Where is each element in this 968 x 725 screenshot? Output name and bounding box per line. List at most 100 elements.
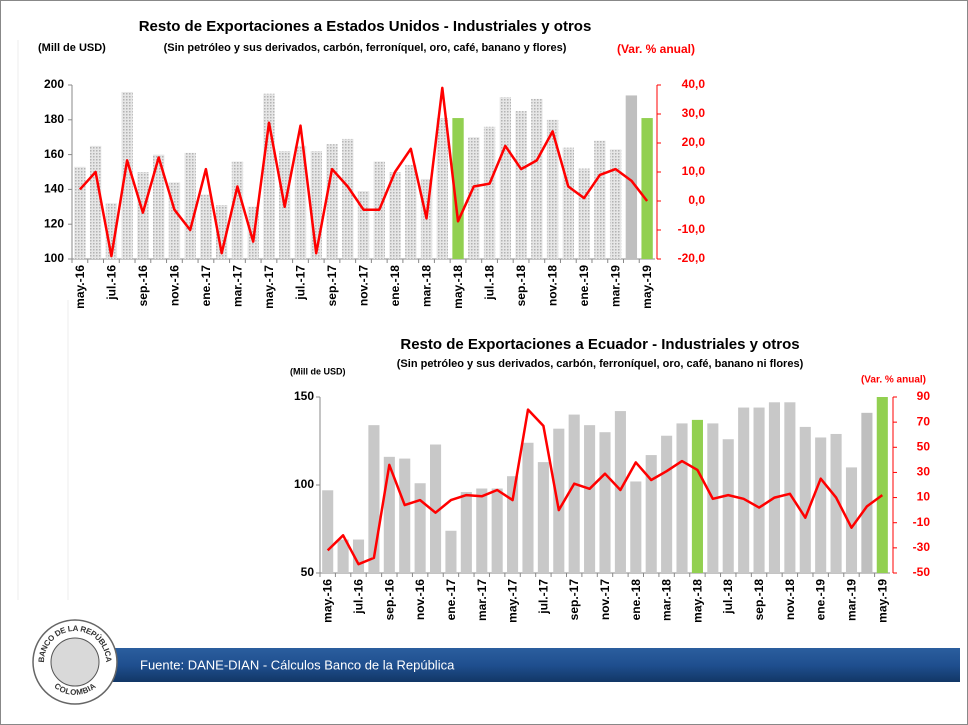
y2-tick-label: -50 xyxy=(913,565,931,579)
x-tick-label: sep.-16 xyxy=(136,265,150,307)
y-tick-label: 120 xyxy=(44,216,64,230)
x-tick-label: nov.-18 xyxy=(783,579,797,620)
bar xyxy=(722,439,734,573)
bar xyxy=(661,435,673,573)
bar xyxy=(137,172,149,259)
bar xyxy=(768,402,781,573)
x-tick-label: ene.-17 xyxy=(199,265,213,307)
y2-tick-label: 0,0 xyxy=(688,193,705,207)
bar xyxy=(89,145,102,259)
bar xyxy=(368,425,380,573)
bar xyxy=(342,138,354,259)
footer-text: Fuente: DANE-DIAN - Cálculos Banco de la… xyxy=(140,657,455,672)
y2-tick-label: -10,0 xyxy=(678,222,706,236)
bar xyxy=(594,140,606,259)
bar xyxy=(630,481,642,573)
x-tick-label: may.-16 xyxy=(321,579,335,623)
bar xyxy=(537,462,549,573)
y-tick-label: 100 xyxy=(294,477,314,491)
x-tick-label: jul.-16 xyxy=(352,579,366,615)
bar xyxy=(861,412,873,573)
bar xyxy=(436,118,448,259)
y2-tick-label: -10 xyxy=(913,515,931,529)
bar xyxy=(614,411,626,573)
bar xyxy=(152,154,165,259)
bar xyxy=(168,182,181,259)
bar xyxy=(263,93,275,259)
y2-tick-label: 10,0 xyxy=(682,164,706,178)
x-tick-label: may.-19 xyxy=(640,265,654,309)
bar xyxy=(460,492,472,573)
x-tick-label: sep.-18 xyxy=(514,265,528,307)
bar xyxy=(476,488,488,573)
x-tick-label: nov.-16 xyxy=(167,265,181,306)
bar xyxy=(584,425,596,573)
bar xyxy=(184,152,196,259)
bar xyxy=(429,444,442,573)
bar xyxy=(522,442,534,573)
bar xyxy=(553,428,565,573)
y-tick-label: 50 xyxy=(301,565,315,579)
y-tick-label: 200 xyxy=(44,77,64,91)
bar xyxy=(414,483,426,573)
y2-tick-label: 10 xyxy=(917,490,931,504)
x-tick-label: mar.-19 xyxy=(609,265,623,307)
y-axis-label: (Mill de USD) xyxy=(290,366,346,376)
y-tick-label: 180 xyxy=(44,112,64,126)
x-tick-label: ene.-19 xyxy=(814,579,828,621)
x-tick-label: nov.-18 xyxy=(546,265,560,306)
bar xyxy=(562,147,575,259)
bar xyxy=(645,455,657,573)
x-tick-label: mar.-18 xyxy=(420,265,434,307)
bar xyxy=(691,419,703,573)
bar xyxy=(399,458,411,573)
y-axis-label: (Mill de USD) xyxy=(38,42,106,54)
bar xyxy=(337,539,349,573)
bar xyxy=(326,144,338,259)
bar xyxy=(200,194,212,259)
x-tick-label: nov.-17 xyxy=(357,265,371,306)
bar xyxy=(609,149,622,259)
y2-tick-label: 40,0 xyxy=(682,77,706,91)
x-tick-label: may.-18 xyxy=(690,579,704,623)
line-series xyxy=(78,86,649,258)
bar xyxy=(491,488,503,573)
bar xyxy=(625,95,638,259)
bar xyxy=(599,432,611,573)
bar xyxy=(499,97,511,260)
x-tick-label: ene.-18 xyxy=(388,265,402,307)
bar xyxy=(294,145,307,259)
bar xyxy=(483,126,496,259)
bar xyxy=(121,91,133,260)
bar xyxy=(641,118,653,259)
chart-title: Resto de Exportaciones a Ecuador - Indus… xyxy=(400,336,799,353)
y2-tick-label: 50 xyxy=(917,439,931,453)
y2-tick-label: 30 xyxy=(917,465,931,479)
x-tick-label: sep.-17 xyxy=(325,265,339,307)
x-tick-label: ene.-19 xyxy=(577,265,591,307)
x-tick-label: jul.-17 xyxy=(293,265,307,301)
y2-tick-label: 30,0 xyxy=(682,106,706,120)
x-tick-label: sep.-17 xyxy=(567,579,581,621)
bar xyxy=(74,166,86,259)
x-tick-label: ene.-17 xyxy=(444,579,458,621)
y2-axis-label: (Var. % anual) xyxy=(617,42,695,56)
footer-band xyxy=(40,648,960,682)
bar xyxy=(445,530,457,573)
bar xyxy=(578,168,590,259)
y-tick-label: 140 xyxy=(44,182,64,196)
bar xyxy=(507,476,519,573)
bar xyxy=(676,423,688,573)
bar xyxy=(322,490,334,573)
bar xyxy=(546,119,559,259)
y2-tick-label: -30 xyxy=(913,540,931,554)
bar xyxy=(383,456,395,573)
x-tick-label: may.-16 xyxy=(73,265,87,309)
bar xyxy=(845,467,858,573)
bar xyxy=(389,172,401,259)
bar xyxy=(784,402,796,573)
x-tick-label: nov.-16 xyxy=(413,579,427,620)
x-tick-label: mar.-19 xyxy=(844,579,858,621)
y2-tick-label: -20,0 xyxy=(678,251,706,265)
bar xyxy=(231,161,244,259)
